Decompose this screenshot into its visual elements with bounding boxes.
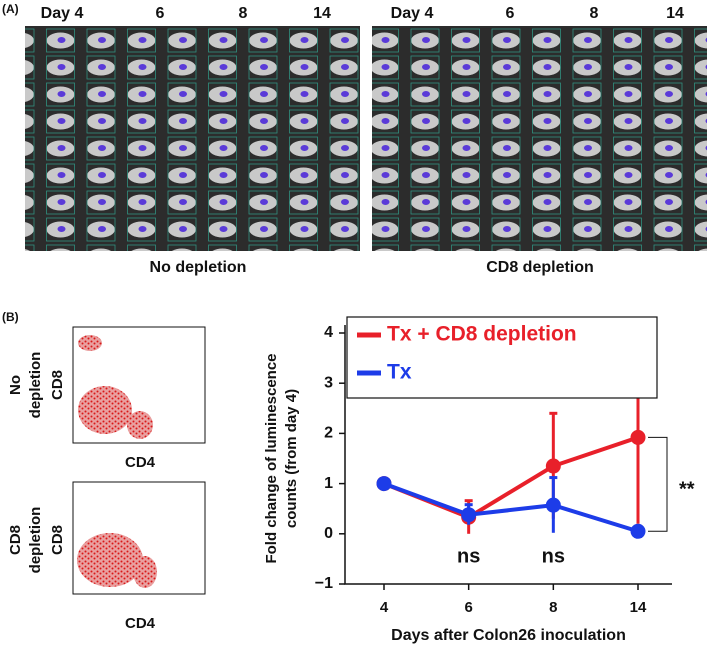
flow-xlabel: CD4	[125, 615, 156, 632]
day-label: 8	[590, 5, 599, 22]
y-tick-label: 0	[324, 525, 333, 542]
day-label: 14	[666, 5, 684, 22]
data-point	[461, 507, 477, 523]
x-tick-label: 14	[630, 599, 647, 616]
legend-label: Tx	[387, 361, 412, 384]
group-caption: CD8 depletion	[486, 259, 594, 276]
significance-bracket	[648, 436, 668, 532]
day-label: 8	[239, 5, 248, 22]
flow-cluster	[133, 556, 157, 588]
x-tick-label: 4	[380, 599, 389, 616]
data-point	[376, 476, 392, 492]
flow-group: depletion	[27, 507, 44, 574]
legend-box	[346, 316, 658, 399]
day-label: Day 4	[391, 5, 434, 22]
day-label: 6	[506, 5, 515, 22]
y-tick-label: 4	[324, 324, 333, 341]
y-axis-label: Fold change of luminescence	[263, 353, 280, 563]
flow-cluster	[77, 533, 143, 587]
flow-xlabel: CD4	[125, 454, 156, 471]
x-tick-label: 8	[549, 599, 557, 616]
flow-group: No	[7, 375, 24, 395]
flow-cluster	[78, 335, 102, 351]
day-label: 14	[313, 5, 331, 22]
day-label: Day 4	[41, 5, 84, 22]
image-block	[25, 26, 360, 251]
y-axis-label: counts (from day 4)	[283, 389, 300, 528]
flow-cluster	[78, 386, 132, 434]
flow-group: depletion	[27, 352, 44, 419]
series-line	[383, 435, 639, 520]
panel-label: (A)	[2, 2, 19, 16]
flow-ylabel: CD8	[49, 370, 66, 400]
x-axis-label: Days after Colon26 inoculation	[391, 627, 626, 644]
annotation: ns	[542, 545, 565, 567]
flow-ylabel: CD8	[49, 525, 66, 555]
annotation: ns	[457, 545, 480, 567]
legend-label: Tx + CD8 depletion	[387, 323, 577, 346]
y-tick-label: 3	[324, 374, 333, 391]
data-point	[630, 429, 646, 445]
series-line	[383, 481, 639, 534]
y-tick-label: −1	[315, 575, 333, 592]
image-block	[372, 26, 707, 251]
data-point	[545, 497, 561, 513]
day-label: 6	[156, 5, 165, 22]
data-point	[545, 458, 561, 474]
panel-label: (B)	[2, 310, 19, 324]
data-point	[630, 523, 646, 539]
flow-cluster	[127, 411, 153, 439]
annotation: **	[679, 478, 695, 500]
y-tick-label: 2	[324, 425, 333, 442]
group-caption: No depletion	[150, 259, 247, 276]
y-tick-label: 1	[324, 475, 333, 492]
flow-group: CD8	[7, 525, 24, 555]
x-tick-label: 6	[464, 599, 472, 616]
